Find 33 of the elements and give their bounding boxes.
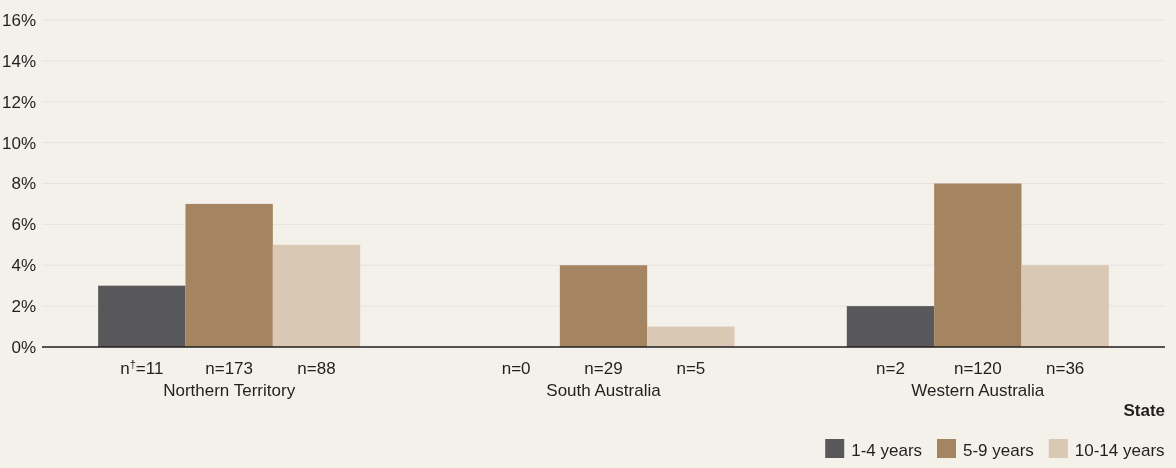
- y-tick-label: 0%: [11, 337, 36, 357]
- bar: [647, 326, 735, 347]
- x-tick-label: Northern Territory: [163, 381, 296, 400]
- text: n$^{†}$=11: [120, 358, 164, 378]
- text: n=5: [676, 359, 706, 378]
- text: n=0: [501, 359, 531, 378]
- text: n=2: [876, 359, 905, 378]
- text: n=120: [953, 359, 1002, 378]
- y-tick-label: 2%: [11, 297, 36, 317]
- x-tick-label: Western Australia: [911, 381, 1045, 400]
- bar: [185, 203, 273, 347]
- legend-label: 1-4 years: [851, 441, 923, 460]
- text: n=173: [205, 359, 254, 378]
- y-tick-label: 10%: [1, 133, 36, 153]
- bar: [846, 306, 935, 347]
- y-tick-label: 8%: [11, 174, 36, 194]
- y-tick-label: 6%: [11, 215, 36, 235]
- y-tick-label: 14%: [1, 51, 36, 71]
- text: n=36: [1046, 359, 1085, 378]
- y-tick-label: 16%: [1, 10, 36, 30]
- y-tick-label: 4%: [11, 256, 36, 276]
- y-tick-label: 12%: [1, 92, 36, 112]
- bar: [1021, 265, 1109, 347]
- x-axis-title: State: [1123, 401, 1165, 420]
- text: n=88: [297, 359, 336, 378]
- legend-label: 5-9 years: [963, 441, 1034, 460]
- bar: [98, 285, 186, 347]
- bar: [272, 244, 361, 347]
- x-tick-label: South Australia: [546, 381, 662, 400]
- legend-label: 10-14 years: [1074, 441, 1165, 460]
- bar: [559, 265, 648, 347]
- bar: [934, 183, 1022, 347]
- text: n=29: [584, 359, 623, 378]
